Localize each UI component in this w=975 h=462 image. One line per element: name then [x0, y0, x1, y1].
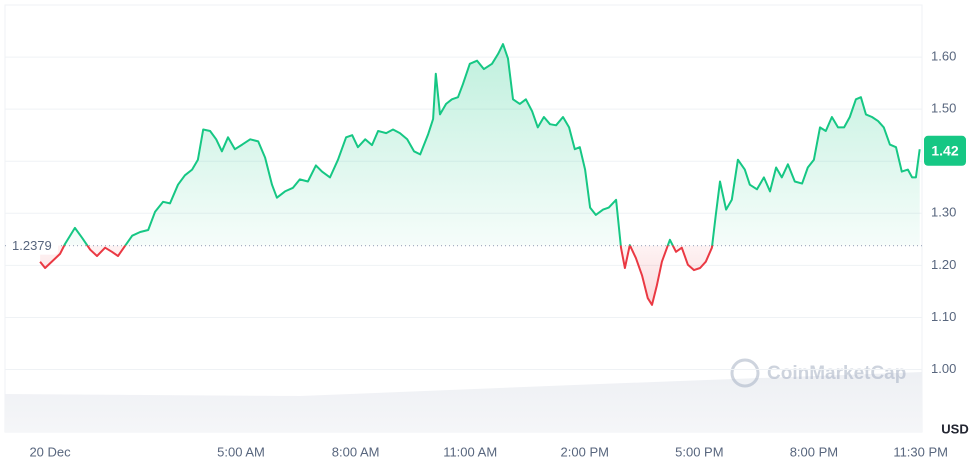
- y-tick-label: 1.20: [931, 257, 956, 272]
- watermark-text: CoinMarketCap: [767, 363, 906, 384]
- watermark: CoinMarketCap: [730, 358, 906, 388]
- watermark-logo: [730, 358, 760, 388]
- x-tick-label: 11:00 AM: [443, 444, 497, 459]
- current-price-badge: [924, 135, 966, 166]
- y-tick-label: 1.30: [931, 205, 956, 220]
- x-tick-label: 8:00 AM: [332, 444, 380, 459]
- x-tick-label: 11:30 PM: [893, 444, 948, 459]
- current-price-label: 1.42: [931, 143, 958, 159]
- x-tick-label: 5:00 PM: [675, 444, 723, 459]
- y-unit: USD: [941, 421, 968, 436]
- y-tick-label: 1.60: [931, 49, 956, 64]
- x-tick-label: 8:00 PM: [790, 444, 838, 459]
- y-tick-label: 1.10: [931, 309, 956, 324]
- y-tick-label: 1.50: [931, 101, 956, 116]
- x-tick-label: 5:00 AM: [217, 444, 265, 459]
- y-tick-label: 1.00: [931, 361, 956, 376]
- x-tick-label: 20 Dec: [29, 444, 71, 459]
- volume-backdrop: [5, 372, 922, 432]
- baseline-label-bg: [6, 236, 58, 255]
- x-tick-label: 2:00 PM: [561, 444, 609, 459]
- price-line: [39, 43, 921, 306]
- baseline-label: 1.2379: [12, 238, 52, 253]
- price-area: [40, 44, 920, 305]
